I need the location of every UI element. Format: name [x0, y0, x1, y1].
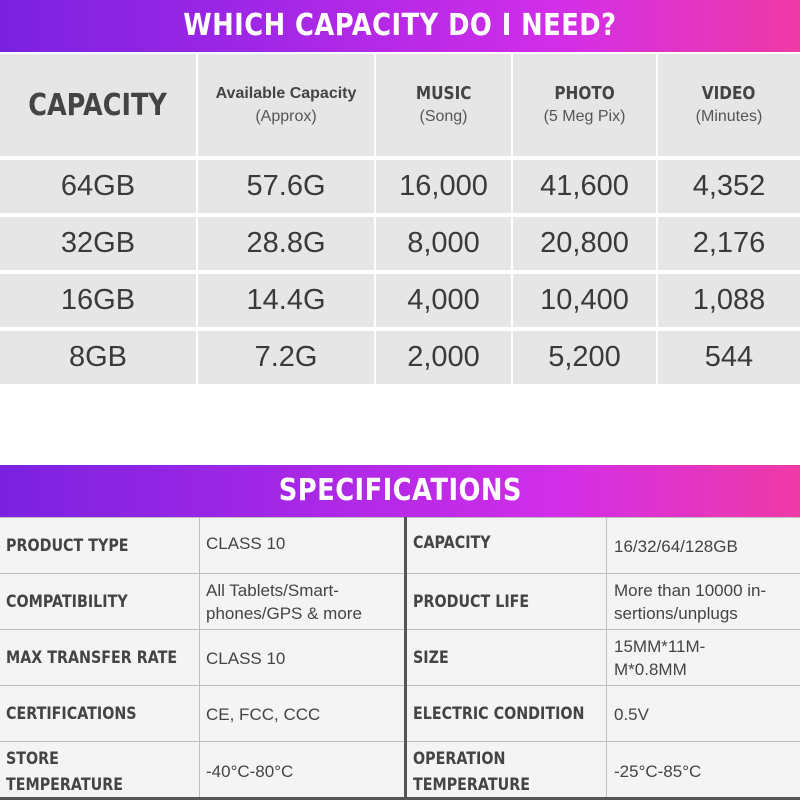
- column-divider: [606, 517, 607, 800]
- capacity-table-header: CAPACITY Available Capacity (Approx) MUS…: [0, 54, 800, 158]
- bottom-rule: [0, 797, 800, 800]
- capacity-table-body: 64GB 57.6G 16,000 41,600 4,352 32GB 28.8…: [0, 160, 800, 386]
- header-capacity: CAPACITY: [28, 87, 168, 123]
- specifications-table: PRODUCT TYPE CLASS 10 CAPACITY 16/32/64/…: [0, 517, 800, 800]
- header-photo-sub: (5 Meg Pix): [543, 108, 626, 125]
- spec-value: CLASS 10: [206, 533, 286, 553]
- header-capacity-cell: CAPACITY: [0, 54, 196, 156]
- header-available-title: Available Capacity: [215, 85, 357, 102]
- header-photo-title: PHOTO: [554, 83, 615, 104]
- available-value: 7.2G: [198, 331, 374, 384]
- capacity-value: 32GB: [0, 217, 196, 270]
- spec-row: COMPATIBILITY All Tablets/Smart- phones/…: [0, 573, 800, 629]
- capacity-banner: WHICH CAPACITY DO I NEED?: [0, 0, 800, 52]
- table-row: 32GB 28.8G 8,000 20,800 2,176: [0, 217, 800, 272]
- capacity-value: 8GB: [0, 331, 196, 384]
- spec-value: CE, FCC, CCC: [206, 704, 321, 724]
- center-divider: [404, 517, 407, 800]
- spec-value: All Tablets/Smart- phones/GPS & more: [206, 581, 362, 623]
- spec-value: 0.5V: [614, 704, 649, 724]
- header-music-sub: (Song): [419, 108, 468, 125]
- spec-value: -25°C-85°C: [614, 762, 702, 781]
- photo-value: 5,200: [513, 331, 656, 384]
- column-divider: [199, 517, 200, 800]
- spec-label: SIZE: [413, 648, 449, 668]
- spec-label: CAPACITY: [413, 533, 491, 553]
- table-row: 8GB 7.2G 2,000 5,200 544: [0, 331, 800, 386]
- available-value: 14.4G: [198, 274, 374, 327]
- header-video-cell: VIDEO (Minutes): [658, 54, 800, 156]
- music-value: 16,000: [376, 160, 511, 213]
- music-value: 2,000: [376, 331, 511, 384]
- music-value: 8,000: [376, 217, 511, 270]
- header-video-sub: (Minutes): [695, 108, 763, 125]
- spec-value: CLASS 10: [206, 648, 286, 668]
- video-value: 2,176: [658, 217, 800, 270]
- spec-value: -40°C-80°C: [206, 762, 294, 781]
- spec-row: PRODUCT TYPE CLASS 10 CAPACITY 16/32/64/…: [0, 517, 800, 573]
- table-row: 16GB 14.4G 4,000 10,400 1,088: [0, 274, 800, 329]
- video-value: 1,088: [658, 274, 800, 327]
- header-available-sub: (Approx): [255, 108, 317, 125]
- available-value: 28.8G: [198, 217, 374, 270]
- spec-label: MAX TRANSFER RATE: [6, 648, 178, 668]
- spec-label: ELECTRIC CONDITION: [413, 704, 585, 724]
- spec-label: COMPATIBILITY: [6, 592, 128, 612]
- header-available-cell: Available Capacity (Approx): [198, 54, 374, 156]
- capacity-value: 16GB: [0, 274, 196, 327]
- spec-row: STORE TEMPERATURE -40°C-80°C OPERATION T…: [0, 741, 800, 800]
- video-value: 4,352: [658, 160, 800, 213]
- video-value: 544: [658, 331, 800, 384]
- spec-value: 16/32/64/128GB: [614, 536, 738, 556]
- spec-label: PRODUCT LIFE: [413, 592, 530, 612]
- capacity-banner-title: WHICH CAPACITY DO I NEED?: [183, 8, 617, 43]
- spec-row: MAX TRANSFER RATE CLASS 10 SIZE 15MM*11M…: [0, 629, 800, 685]
- available-value: 57.6G: [198, 160, 374, 213]
- spec-row: CERTIFICATIONS CE, FCC, CCC ELECTRIC CON…: [0, 685, 800, 741]
- photo-value: 20,800: [513, 217, 656, 270]
- capacity-table: CAPACITY Available Capacity (Approx) MUS…: [0, 54, 800, 386]
- spec-value: More than 10000 in- sertions/unplugs: [614, 581, 767, 623]
- specifications-banner-title: SPECIFICATIONS: [278, 473, 522, 508]
- music-value: 4,000: [376, 274, 511, 327]
- spec-label: CERTIFICATIONS: [6, 704, 137, 724]
- table-row: 64GB 57.6G 16,000 41,600 4,352: [0, 160, 800, 215]
- header-video-title: VIDEO: [702, 83, 756, 104]
- header-music-title: MUSIC: [415, 83, 472, 104]
- spec-label: OPERATION TEMPERATURE: [413, 748, 530, 795]
- capacity-value: 64GB: [0, 160, 196, 213]
- spec-label: PRODUCT TYPE: [6, 536, 129, 556]
- header-photo-cell: PHOTO (5 Meg Pix): [513, 54, 656, 156]
- photo-value: 41,600: [513, 160, 656, 213]
- spec-label: STORE TEMPERATURE: [6, 748, 123, 795]
- photo-value: 10,400: [513, 274, 656, 327]
- specifications-banner: SPECIFICATIONS: [0, 465, 800, 517]
- spec-value: 15MM*11M- M*0.8MM: [614, 637, 706, 679]
- header-music-cell: MUSIC (Song): [376, 54, 511, 156]
